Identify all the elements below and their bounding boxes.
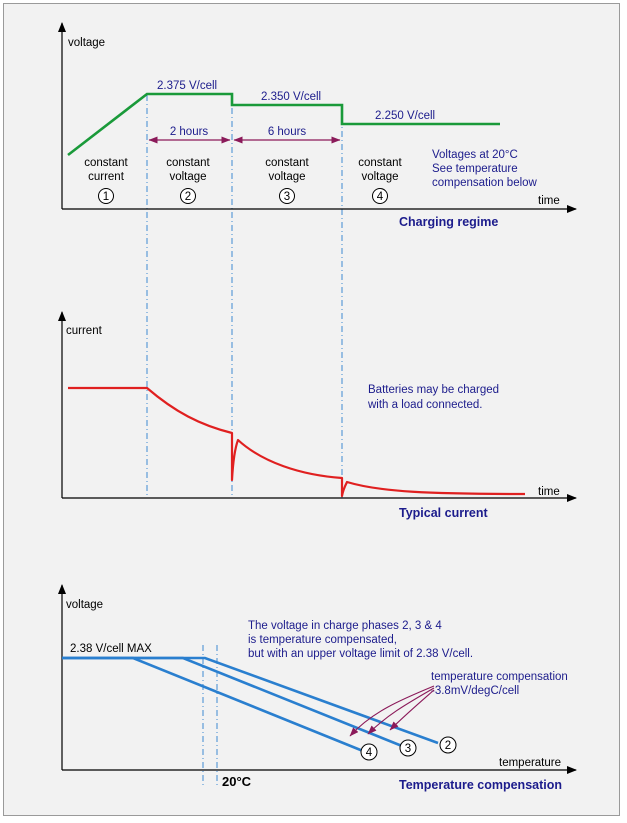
phase-2-circle [180, 188, 196, 204]
phase-2-label: constant voltage 2 [166, 157, 211, 204]
current-curve [68, 386, 526, 498]
compensation-line-4 [62, 656, 364, 753]
compensation-lines [62, 656, 439, 753]
duration-phase2: 2 hours [170, 126, 209, 138]
line-4-marker [360, 743, 378, 761]
phase-4-number: 4 [377, 191, 384, 203]
voltage-curve [67, 92, 500, 157]
voltage-chart: voltage time 2.375 V/cell 2.350 V/cell 2… [58, 22, 577, 229]
duration-phase3: 6 hours [268, 126, 307, 138]
voltage-level-1: 2.375 V/cell [157, 80, 217, 92]
current-note-line2: with a load connected. [367, 399, 482, 411]
temperature-chart: voltage temperature 2.38 V/cell MAX 4 3 … [58, 584, 577, 792]
phase-4-line1: constant [358, 157, 402, 169]
compensation-label-line1: temperature compensation [431, 671, 568, 683]
pointer-arrow-line-2 [389, 689, 435, 731]
max-voltage-label: 2.38 V/cell MAX [70, 643, 152, 655]
line-3-marker [399, 739, 417, 757]
phase-1-label: constant current 1 [84, 157, 129, 204]
phase-3-line1: constant [265, 157, 309, 169]
temp-note-line2: is temperature compensated, [248, 634, 397, 646]
pointer-arrow-line-3 [367, 687, 435, 735]
compensation-line-2 [62, 656, 439, 745]
current-y-label: current [66, 325, 103, 337]
compensation-label-line2: -3.8mV/degC/cell [431, 685, 519, 697]
pointer-arrow-line-4 [349, 685, 435, 737]
voltage-note-line3: compensation below [432, 177, 538, 189]
phase-4-label: constant voltage 4 [358, 157, 403, 204]
phase-1-line2: current [88, 171, 125, 183]
current-note-line1: Batteries may be charged [368, 384, 499, 396]
voltage-x-label: time [538, 195, 560, 207]
line-4-number: 4 [366, 747, 373, 759]
voltage-chart-title: Charging regime [399, 215, 498, 229]
current-chart-title: Typical current [399, 506, 489, 520]
phase-4-circle [372, 188, 388, 204]
phase-3-number: 3 [284, 191, 290, 203]
phase-1-number: 1 [103, 191, 109, 203]
voltage-level-3: 2.250 V/cell [375, 110, 435, 122]
phase-2-line2: voltage [169, 171, 206, 183]
phase-1-circle [98, 188, 114, 204]
phase-guide-lines [146, 95, 343, 785]
phase-2-number: 2 [185, 191, 191, 203]
voltage-y-label: voltage [68, 37, 105, 49]
temp-y-label: voltage [66, 599, 103, 611]
current-x-label: time [538, 486, 560, 498]
reference-temp-label: 20°C [222, 774, 252, 789]
temp-chart-title: Temperature compensation [399, 778, 562, 792]
compensation-pointer-arrows [349, 685, 435, 737]
temp-note-line3: but with an upper voltage limit of 2.38 … [248, 648, 473, 660]
voltage-note-line2: See temperature [432, 163, 518, 175]
temp-x-label: temperature [499, 757, 561, 769]
voltage-note-line1: Voltages at 20°C [432, 149, 518, 161]
phase-3-line2: voltage [268, 171, 305, 183]
phase-2-line1: constant [166, 157, 210, 169]
phase-3-label: constant voltage 3 [265, 157, 310, 204]
voltage-level-2: 2.350 V/cell [261, 91, 321, 103]
line-3-number: 3 [405, 743, 411, 755]
compensation-line-3 [62, 656, 403, 748]
phase-4-line2: voltage [361, 171, 398, 183]
current-chart: current time Batteries may be charged wi… [58, 311, 577, 520]
temp-note-line1: The voltage in charge phases 2, 3 & 4 [248, 620, 442, 632]
phase-3-circle [279, 188, 295, 204]
line-2-marker [439, 736, 457, 754]
line-2-number: 2 [445, 740, 451, 752]
phase-1-line1: constant [84, 157, 128, 169]
